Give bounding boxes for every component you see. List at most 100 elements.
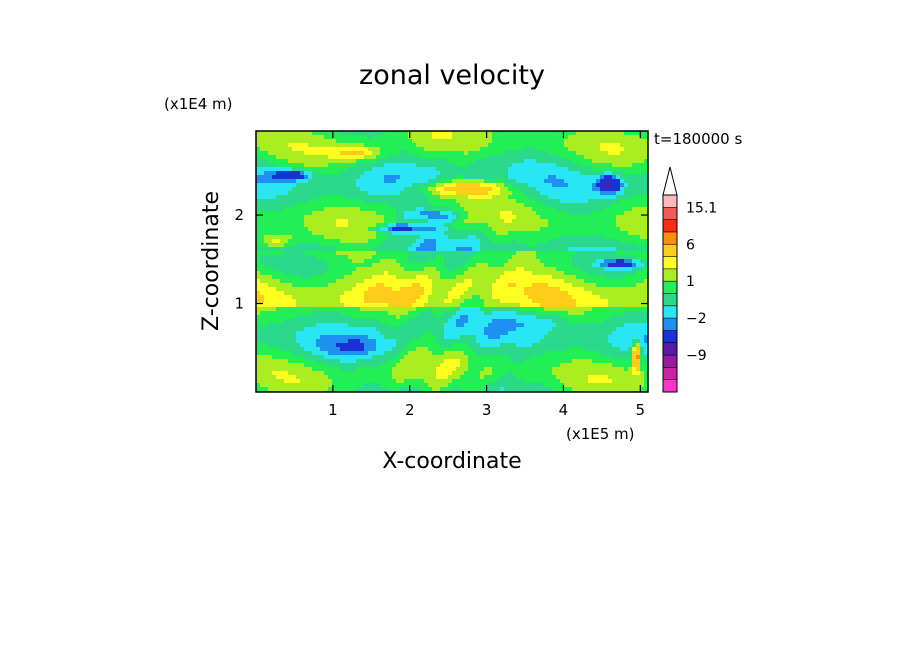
heatmap-cell xyxy=(328,135,333,140)
heatmap-cell xyxy=(376,155,381,160)
heatmap-cell xyxy=(424,183,429,188)
heatmap-cell xyxy=(460,231,465,236)
heatmap-cell xyxy=(588,151,593,156)
heatmap-cell xyxy=(536,171,541,176)
heatmap-cell xyxy=(584,143,589,148)
heatmap-cell xyxy=(636,143,641,148)
heatmap-cell xyxy=(640,203,645,208)
heatmap-cell xyxy=(568,155,573,160)
heatmap-cell xyxy=(616,323,621,328)
heatmap-cell xyxy=(472,315,477,320)
heatmap-cell xyxy=(544,151,549,156)
heatmap-cell xyxy=(632,275,637,280)
heatmap-cell xyxy=(276,275,281,280)
heatmap-cell xyxy=(588,263,593,268)
heatmap-cell xyxy=(548,307,553,312)
heatmap-cell xyxy=(380,199,385,204)
heatmap-cell xyxy=(536,235,541,240)
heatmap-cell xyxy=(492,239,497,244)
heatmap-cell xyxy=(544,311,549,316)
heatmap-cell xyxy=(336,227,341,232)
heatmap-cell xyxy=(504,167,509,172)
heatmap-cell xyxy=(612,211,617,216)
heatmap-cell xyxy=(464,131,469,136)
heatmap-cell xyxy=(356,219,361,224)
heatmap-cell xyxy=(520,175,525,180)
heatmap-cell xyxy=(292,175,297,180)
heatmap-cell xyxy=(448,259,453,264)
heatmap-cell xyxy=(456,279,461,284)
heatmap-cell xyxy=(392,199,397,204)
heatmap-cell xyxy=(500,287,505,292)
heatmap-cell xyxy=(272,219,277,224)
heatmap-cell xyxy=(400,155,405,160)
heatmap-cell xyxy=(284,263,289,268)
heatmap-cell xyxy=(304,187,309,192)
heatmap-cell xyxy=(468,163,473,168)
heatmap-cell xyxy=(468,139,473,144)
heatmap-cell xyxy=(632,327,637,332)
heatmap-cell xyxy=(492,243,497,248)
heatmap-cell xyxy=(400,291,405,296)
heatmap-cell xyxy=(280,203,285,208)
heatmap-cell xyxy=(280,283,285,288)
heatmap-cell xyxy=(632,159,637,164)
heatmap-cell xyxy=(368,315,373,320)
heatmap-cell xyxy=(380,147,385,152)
heatmap-cell xyxy=(256,171,261,176)
heatmap-cell xyxy=(476,235,481,240)
heatmap-cell xyxy=(396,271,401,276)
heatmap-cell xyxy=(372,191,377,196)
heatmap-cell xyxy=(440,319,445,324)
heatmap-cell xyxy=(256,167,261,172)
heatmap-cell xyxy=(380,151,385,156)
heatmap-cell xyxy=(504,291,509,296)
heatmap-cell xyxy=(324,151,329,156)
heatmap-cell xyxy=(528,219,533,224)
heatmap-cell xyxy=(332,195,337,200)
heatmap-cell xyxy=(416,143,421,148)
y-unit-label: (x1E4 m) xyxy=(164,95,233,113)
heatmap-cell xyxy=(560,251,565,256)
heatmap-cell xyxy=(452,227,457,232)
heatmap-cell xyxy=(324,279,329,284)
heatmap-cell xyxy=(320,307,325,312)
heatmap-cell xyxy=(268,139,273,144)
heatmap-cell xyxy=(480,299,485,304)
heatmap-cell xyxy=(280,151,285,156)
heatmap-cell xyxy=(280,135,285,140)
heatmap-cell xyxy=(272,191,277,196)
heatmap-cell xyxy=(440,171,445,176)
heatmap-cell xyxy=(640,231,645,236)
heatmap-cell xyxy=(568,291,573,296)
heatmap-cell xyxy=(376,171,381,176)
heatmap-cell xyxy=(376,275,381,280)
heatmap-cell xyxy=(480,195,485,200)
heatmap-cell xyxy=(500,151,505,156)
heatmap-cell xyxy=(272,199,277,204)
heatmap-cell xyxy=(412,235,417,240)
heatmap-cell xyxy=(576,239,581,244)
heatmap-cell xyxy=(548,183,553,188)
heatmap-cell xyxy=(264,143,269,148)
heatmap-cell xyxy=(340,319,345,324)
heatmap-cell xyxy=(552,219,557,224)
heatmap-cell xyxy=(592,219,597,224)
heatmap-cell xyxy=(408,195,413,200)
heatmap-cell xyxy=(256,327,261,332)
heatmap-cell xyxy=(420,179,425,184)
heatmap-cell xyxy=(260,135,265,140)
heatmap-cell xyxy=(460,287,465,292)
heatmap-cell xyxy=(372,231,377,236)
heatmap-cell xyxy=(492,195,497,200)
heatmap-cell xyxy=(560,139,565,144)
heatmap-cell xyxy=(268,303,273,308)
heatmap-cell xyxy=(564,251,569,256)
heatmap-cell xyxy=(340,159,345,164)
heatmap-cell xyxy=(572,223,577,228)
heatmap-cell xyxy=(364,183,369,188)
heatmap-cell xyxy=(512,291,517,296)
heatmap-cell xyxy=(328,139,333,144)
heatmap-cell xyxy=(364,167,369,172)
heatmap-cell xyxy=(444,303,449,308)
